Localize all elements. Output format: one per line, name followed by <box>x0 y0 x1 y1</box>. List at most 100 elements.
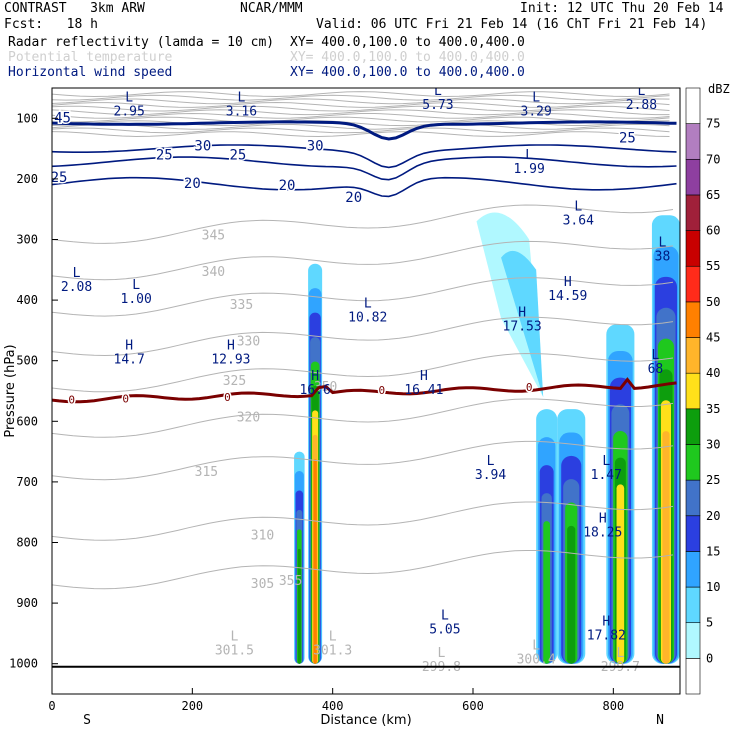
y-tick-label: 800 <box>16 536 38 550</box>
theta-contour-strat <box>52 91 670 98</box>
extremum-symbol: L <box>329 630 337 645</box>
extremum-symbol: L <box>238 90 246 105</box>
wind-contour <box>52 156 677 181</box>
theta-contours <box>52 91 674 590</box>
extremum-value: 1.99 <box>513 162 544 177</box>
extremum-value: 17.53 <box>503 319 542 334</box>
wind-speed-label: 45 <box>54 111 71 127</box>
theta-contour-strat <box>52 127 670 134</box>
theta-contour-320 <box>52 398 674 438</box>
colorbar-swatch <box>685 444 701 481</box>
wind-speed-label: 25 <box>51 170 68 186</box>
field-wind: Horizontal wind speed <box>8 65 173 80</box>
extremum-value: 17.82 <box>587 628 626 643</box>
field-wind-xy: XY= 400.0,100.0 to 400.0,400.0 <box>290 65 525 80</box>
extremum-l: L1.99 <box>513 148 544 177</box>
colorbar-tick-label: 65 <box>706 188 720 202</box>
extremum-value: 3.29 <box>521 104 552 119</box>
extremum-symbol: H <box>311 369 319 384</box>
theta-label: 330 <box>237 335 260 350</box>
extremum-value: 16.6 <box>299 383 330 398</box>
model-title: CONTRAST 3km ARW <box>4 1 145 16</box>
y-tick-label: 200 <box>16 172 38 186</box>
theta-label: 355 <box>279 574 302 589</box>
extremum-symbol: L <box>364 296 372 311</box>
extremum-symbol: L <box>637 84 645 99</box>
colorbar-tick-label: 70 <box>706 152 720 166</box>
theta-contour-305 <box>52 550 674 590</box>
extremum-l: L3.64 <box>563 199 594 228</box>
y-tick-label: 100 <box>16 111 38 125</box>
extremum-l: L5.73 <box>422 84 453 113</box>
extremum-symbol: L <box>231 630 239 645</box>
extremum-value: 12.93 <box>211 353 250 368</box>
extremum-l: L3.29 <box>521 90 552 119</box>
extremum-symbol: L <box>434 84 442 99</box>
theta-contour-strat <box>52 116 670 123</box>
theta-contour-330 <box>52 316 674 357</box>
extremum-l: L3.94 <box>475 454 506 483</box>
extremum-value: 1.00 <box>121 292 152 307</box>
theta-contour-345 <box>52 204 674 244</box>
y-tick-label: 500 <box>16 354 38 368</box>
extremum-symbol: H <box>420 369 428 384</box>
extremum-symbol: H <box>227 339 235 354</box>
valid-time: Valid: 06 UTC Fri 21 Feb 14 (16 ChT Fri … <box>316 17 708 32</box>
colorbar-swatch <box>685 372 701 410</box>
extremum-l: L2.88 <box>626 84 657 113</box>
theta-label: 315 <box>195 465 218 480</box>
extremum-symbol: L <box>574 199 582 214</box>
freezing-level-label: 0 <box>378 384 385 397</box>
theta-label: 335 <box>230 298 253 313</box>
field-theta: Potential temperature <box>8 50 173 65</box>
y-tick-label: 900 <box>16 596 38 610</box>
theta-contour-strat <box>52 101 670 108</box>
extremum-symbol: L <box>532 90 540 105</box>
colorbar-tick-label: 40 <box>706 366 720 380</box>
colorbar-swatch <box>685 408 701 445</box>
extremum-l: L10.82 <box>348 296 387 325</box>
extremum-value: 10.82 <box>348 310 387 325</box>
extremum-symbol: H <box>125 339 133 354</box>
theta-contour-325 <box>52 352 674 393</box>
extremum-value: 14.7 <box>114 353 145 368</box>
colorbar-swatch <box>685 586 701 624</box>
theta-contour-310 <box>52 501 674 541</box>
extremum-symbol: L <box>652 348 660 363</box>
colorbar-tick-label: 75 <box>706 117 720 131</box>
theta-label: 305 <box>251 577 274 592</box>
colorbar-swatch <box>685 337 701 374</box>
colorbar-swatch <box>685 158 701 196</box>
extremum-l: L68 <box>648 348 664 377</box>
freezing-level-label: 0 <box>122 392 129 405</box>
extremum-symbol: H <box>602 614 610 629</box>
colorbar-tick-label: 5 <box>706 616 713 630</box>
extremum-h: H14.7 <box>114 339 145 368</box>
colorbar-tick-label: 15 <box>706 544 720 558</box>
y-axis-label: Pressure (hPa) <box>3 344 18 437</box>
field-theta-xy: XY= 400.0,100.0 to 400.0,400.0 <box>290 50 525 65</box>
extremum-l: L2.08 <box>61 266 92 295</box>
wind-speed-label: 30 <box>307 138 324 154</box>
wind-contour <box>52 144 677 169</box>
wind-contours <box>52 120 677 198</box>
y-tick-label: 700 <box>16 475 38 489</box>
extremum-symbol: H <box>564 275 572 290</box>
extremum-value: 16.41 <box>404 383 443 398</box>
reflectivity-cell-5-40 <box>662 431 670 664</box>
extremum-value: 38 <box>655 250 671 265</box>
colorbar-tick-label: 55 <box>706 259 720 273</box>
colorbar-tick-label: 50 <box>706 295 720 309</box>
colorbar-tick-label: 0 <box>706 651 713 665</box>
wind-speed-label: 20 <box>279 178 296 194</box>
theta-contour-strat <box>52 131 670 138</box>
colorbar-swatch <box>685 622 701 659</box>
extremum-value: 3.16 <box>226 104 257 119</box>
colorbar-swatch <box>685 479 701 517</box>
extremum-l: L5.05 <box>429 608 460 637</box>
wind-contour <box>52 120 677 141</box>
plot-frame <box>51 87 681 695</box>
colorbar-swatch <box>685 265 701 303</box>
